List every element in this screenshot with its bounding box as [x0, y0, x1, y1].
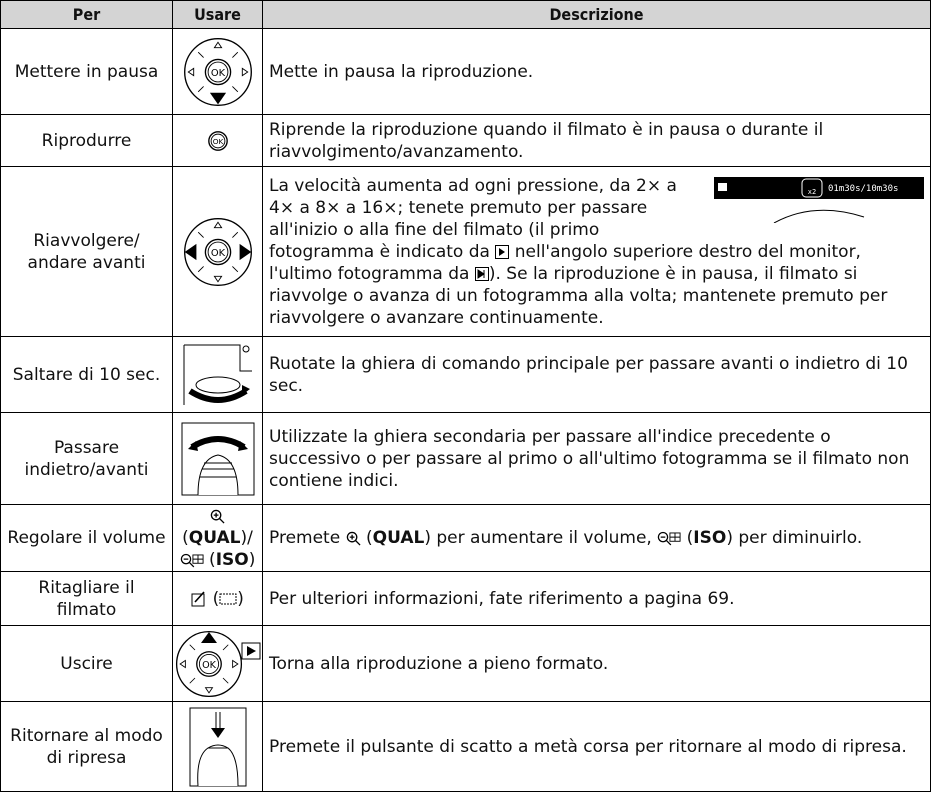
header-cell: Per: [0, 0, 173, 29]
time-text: 01m30s/10m30s: [828, 184, 898, 194]
text: Premete: [269, 528, 341, 548]
action: Riprodurre: [0, 114, 173, 167]
action: Ritagliare il filmato: [0, 571, 173, 626]
sub-dial-icon: [181, 422, 254, 495]
description: Ruotate la ghiera di comando principale …: [262, 336, 931, 413]
description: Utilizzate la ghiera secondaria per pass…: [262, 412, 931, 505]
description: Mette in pausa la riproduzione.: [262, 28, 931, 115]
action: Regolare il volume: [0, 504, 173, 572]
action: Mettere in pausa: [0, 28, 173, 115]
description: Riprende la riproduzione quando il filma…: [262, 114, 931, 167]
text: ISO: [693, 528, 727, 548]
multi-selector-left-right: [182, 216, 254, 288]
first-frame-icon: [495, 244, 510, 259]
action: Uscire: [0, 625, 173, 702]
action: Passare indietro/avanti: [0, 412, 173, 505]
usage: (): [172, 571, 263, 626]
description: Per ulteriori informazioni, fate riferim…: [262, 571, 931, 626]
action: Ritornare al modo di ripresa: [0, 701, 173, 792]
shutter-release-icon: [189, 707, 246, 786]
speed-text: x2: [808, 188, 816, 196]
header-cell: Usare: [172, 0, 263, 29]
monitor-screen: x2 01m30s/10m30s: [714, 176, 924, 223]
main-dial-icon: [183, 344, 252, 405]
action: Riavvolgere/ andare avanti: [0, 166, 173, 337]
zoom-out-icon: [657, 531, 681, 546]
zoom-in-icon: [210, 509, 225, 524]
text: ): [248, 550, 256, 570]
text: )/: [240, 528, 253, 548]
text: (: [209, 550, 216, 570]
text: ) per diminuirlo.: [726, 528, 863, 548]
header-cell: Descrizione: [262, 0, 931, 29]
usage: (QUAL)/ (ISO): [172, 504, 263, 572]
text: La velocità aumenta ad ogni pressione, d…: [269, 175, 677, 262]
text: (: [365, 528, 373, 548]
multi-selector-up-play: [175, 630, 260, 697]
action: Saltare di 10 sec.: [0, 336, 173, 413]
text: ): [237, 588, 244, 609]
text: ). Se la riproduzione è in pausa, il fil…: [269, 263, 888, 328]
description: Torna alla riproduzione a pieno formato.: [262, 625, 931, 702]
text: QUAL: [372, 528, 425, 548]
description: Premete (QUAL) per aumentare il volume, …: [262, 504, 931, 572]
text: (: [182, 528, 189, 548]
text: nell'angolo superiore destro del monitor…: [269, 241, 861, 284]
zoom-in-icon: [346, 531, 361, 546]
text: (: [686, 528, 694, 548]
multi-selector-down: [182, 36, 254, 108]
description: x2 01m30s/10m30s La velocità aumenta ad …: [262, 166, 931, 337]
last-frame-icon: [474, 266, 489, 281]
description: Premete il pulsante di scatto a metà cor…: [262, 701, 931, 792]
retouch-icon: [191, 590, 205, 606]
trim-icon: [219, 593, 237, 604]
text: ISO: [215, 550, 249, 570]
text: ) per aumentare il volume,: [424, 528, 652, 548]
text: QUAL: [188, 528, 241, 548]
zoom-out-icon: [180, 553, 204, 568]
ok-button: [207, 130, 228, 151]
text: (: [212, 588, 220, 609]
